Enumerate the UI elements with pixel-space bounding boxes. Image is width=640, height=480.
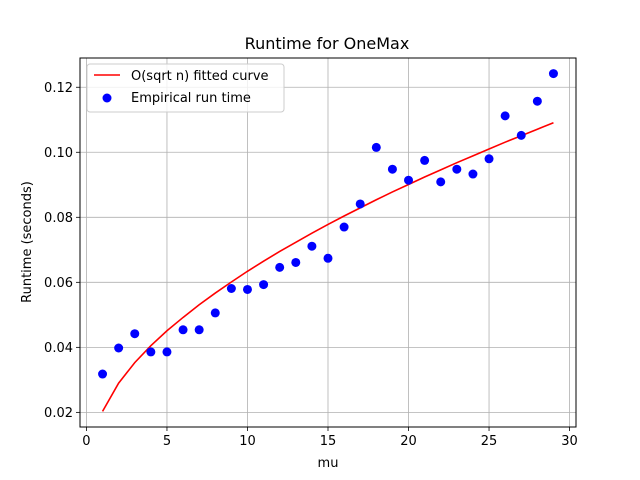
legend-marker-swatch: [102, 93, 112, 103]
axis-ticks: 0 5 10 15 20 25 30 0.02 0.04 0.06 0.08 0.10 0.12: [44, 81, 578, 449]
data-point: [339, 222, 349, 232]
data-point: [275, 262, 285, 272]
data-point: [178, 325, 188, 335]
data-point: [307, 241, 317, 251]
data-point: [436, 177, 446, 187]
data-point: [259, 280, 269, 290]
x-tick-label: 10: [239, 434, 256, 449]
grid: [80, 58, 576, 427]
data-point: [468, 169, 478, 179]
fitted-curve-line: [101, 121, 554, 412]
x-tick-label: 20: [400, 434, 417, 449]
chart-title: Runtime for OneMax: [245, 34, 410, 53]
data-point: [242, 284, 252, 294]
data-point: [452, 164, 462, 174]
x-tick-label: 30: [561, 434, 578, 449]
data-point: [323, 253, 333, 263]
data-point: [114, 343, 124, 353]
data-point: [500, 111, 510, 121]
x-tick-label: 15: [320, 434, 337, 449]
data-point: [404, 175, 414, 185]
data-point: [291, 257, 301, 267]
data-point: [371, 142, 381, 152]
data-point: [226, 284, 236, 293]
data-point: [387, 164, 397, 174]
plot-data: [98, 69, 558, 412]
data-point: [162, 347, 172, 357]
y-tick-label: 0.10: [44, 146, 73, 161]
data-point: [548, 69, 558, 79]
legend: O(sqrt n) fitted curve Empirical run tim…: [86, 63, 285, 113]
legend-box: [86, 63, 285, 113]
data-point: [210, 308, 220, 318]
y-tick-label: 0.02: [44, 406, 73, 421]
y-tick-label: 0.04: [44, 341, 73, 356]
data-point: [532, 96, 542, 106]
data-point: [146, 347, 156, 357]
y-tick-label: 0.06: [44, 276, 73, 291]
data-point: [194, 325, 204, 335]
data-point: [484, 154, 494, 164]
data-point: [420, 155, 430, 165]
x-axis-label: mu: [318, 456, 339, 471]
y-tick-label: 0.08: [44, 211, 73, 226]
data-point: [130, 329, 140, 339]
data-point: [516, 130, 526, 140]
y-tick-label: 0.12: [44, 81, 73, 96]
legend-label-fitted-curve: O(sqrt n) fitted curve: [131, 69, 269, 84]
y-axis-label: Runtime (seconds): [20, 181, 35, 303]
legend-label-empirical: Empirical run time: [131, 91, 251, 106]
data-point: [355, 199, 365, 209]
data-point: [98, 369, 108, 379]
x-tick-label: 25: [481, 434, 498, 449]
x-tick-label: 0: [82, 434, 90, 449]
x-tick-label: 5: [163, 434, 171, 449]
